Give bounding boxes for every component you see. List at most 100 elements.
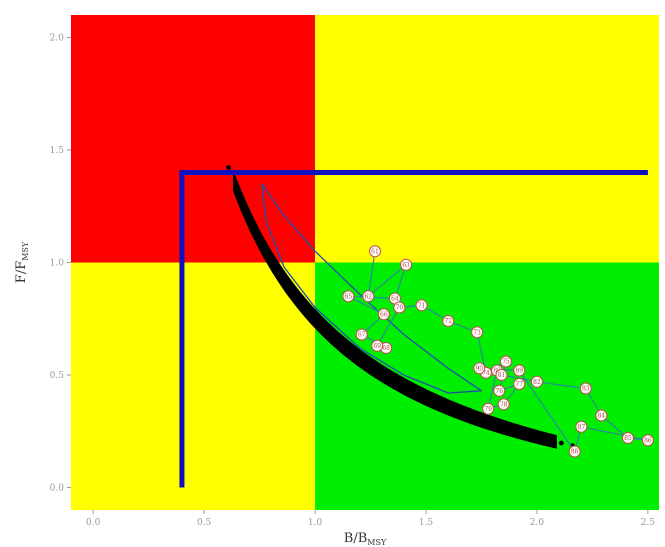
trajectory-point: 81 [495, 369, 508, 381]
trajectory-point: 62 [362, 290, 375, 303]
trajectory-point: 77 [513, 378, 526, 390]
point-marker [513, 378, 526, 390]
point-label: 89 [515, 368, 523, 375]
quadrant-healthy [315, 262, 659, 510]
x-tick-label: 2.0 [530, 518, 545, 528]
point-label: 74 [482, 370, 490, 377]
quadrant-healthy-overfishing [315, 15, 659, 263]
point-label: 79 [484, 406, 492, 413]
point-label: 76 [495, 388, 503, 395]
trajectory-point: 79 [482, 402, 495, 415]
trajectory-point: 82 [530, 375, 543, 388]
trajectory-point: 76 [493, 384, 506, 397]
trajectory-point: 88 [568, 445, 581, 458]
point-marker [621, 432, 634, 444]
quadrant-overfished-overfishing [71, 15, 316, 263]
point-marker [513, 364, 526, 377]
trajectory-point: 71 [415, 299, 428, 312]
point-label: 75 [502, 359, 510, 366]
point-marker [473, 362, 486, 375]
trajectory-point: 72 [442, 315, 455, 327]
point-marker [499, 355, 512, 368]
point-label: 64 [391, 296, 399, 303]
point-marker [641, 434, 654, 447]
projection-point [226, 165, 231, 171]
trajectory-point: 66 [377, 308, 390, 321]
trajectory-point: 70 [393, 301, 406, 314]
point-label: 69 [373, 343, 381, 350]
projection-point [558, 440, 564, 446]
point-label: 67 [358, 332, 366, 339]
point-label: 72 [444, 318, 452, 325]
trajectory-point: 75 [499, 355, 512, 368]
point-marker [400, 258, 413, 271]
trajectory-point: 65 [342, 290, 355, 303]
trajectory-point: 61 [368, 245, 381, 258]
trajectory-point: 83 [579, 382, 592, 395]
point-label: 73 [473, 329, 481, 336]
x-tick-label: 0.0 [86, 518, 101, 528]
point-marker [377, 308, 390, 321]
y-tick-label: 1.5 [50, 146, 65, 156]
point-marker [362, 290, 375, 303]
point-label: 70 [396, 305, 404, 312]
point-marker [482, 402, 495, 415]
trajectory-point: 86 [641, 434, 654, 447]
point-label: 71 [418, 302, 426, 309]
point-marker [493, 384, 506, 397]
trajectory-point: 69 [371, 339, 384, 352]
trajectory-point: 89 [513, 364, 526, 377]
point-marker [568, 445, 581, 458]
x-tick-label: 1.0 [308, 518, 323, 528]
point-label: 86 [644, 437, 652, 444]
axes: 0.0 0.5 1.0 1.5 2.0 2.5 0.0 0.5 1.0 1.5 2.0 [50, 34, 656, 529]
trajectory-point: 73 [471, 326, 484, 339]
point-label: 61 [371, 248, 379, 255]
point-marker [415, 299, 428, 312]
quadrant-overfished-no-overfishing [71, 262, 316, 510]
trajectory-point: 84 [595, 409, 608, 422]
point-label: 81 [498, 372, 506, 379]
point-marker [471, 326, 484, 339]
confidence-lower [261, 183, 482, 394]
y-tick-label: 0.5 [50, 371, 65, 381]
y-axis-label: F/FMSY [14, 241, 30, 283]
point-label: 65 [345, 293, 353, 300]
point-label: 85 [624, 435, 632, 442]
point-marker [495, 369, 508, 381]
plot-area: 6162636465666768697071727374757677787980… [71, 15, 659, 510]
point-label: 90 [475, 365, 483, 372]
point-marker [342, 290, 355, 303]
x-axis-label: B/BMSY [344, 531, 387, 547]
y-tick-label: 2.0 [50, 34, 65, 44]
trajectory-point: 63 [400, 258, 413, 271]
point-label: 88 [571, 449, 579, 456]
point-label: 84 [597, 413, 605, 420]
point-marker [368, 245, 381, 258]
y-tick-label: 0.0 [50, 484, 65, 494]
point-marker [442, 315, 455, 327]
trajectory-point: 90 [473, 362, 486, 375]
y-tick-label: 1.0 [50, 259, 65, 269]
point-label: 83 [582, 386, 590, 393]
point-marker [579, 382, 592, 395]
confidence-upper [261, 183, 482, 392]
x-tick-label: 1.5 [419, 518, 434, 528]
trajectory-point: 78 [497, 398, 510, 411]
point-marker [530, 375, 543, 388]
x-tick-label: 0.5 [197, 518, 212, 528]
point-marker [371, 339, 384, 352]
point-label: 68 [382, 345, 390, 352]
trajectory-point: 87 [575, 420, 588, 433]
point-marker [355, 328, 368, 341]
point-label: 77 [515, 381, 523, 388]
x-tick-label: 2.5 [641, 518, 656, 528]
point-marker [595, 409, 608, 422]
point-label: 62 [365, 293, 373, 300]
point-label: 87 [578, 424, 586, 431]
point-marker [497, 398, 510, 411]
point-label: 66 [380, 311, 388, 318]
trajectory-point: 85 [621, 432, 634, 444]
point-marker [575, 420, 588, 433]
